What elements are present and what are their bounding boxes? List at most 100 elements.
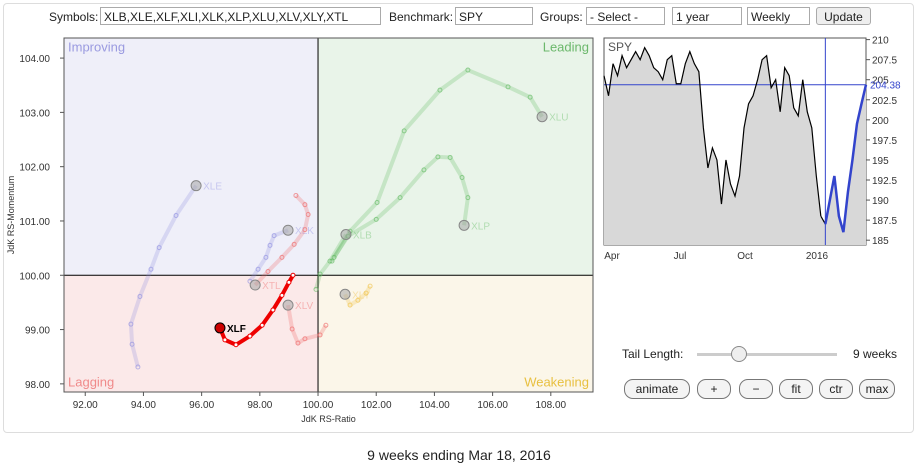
tail-point bbox=[173, 213, 179, 219]
tail-point bbox=[263, 254, 269, 260]
x-tick-label: 106.00 bbox=[477, 400, 508, 411]
x-tick-label: Oct bbox=[737, 251, 753, 262]
label: Symbols: bbox=[49, 10, 99, 24]
tail-point bbox=[279, 292, 285, 298]
update-button[interactable]: Update bbox=[816, 7, 871, 25]
tail-point bbox=[293, 192, 299, 198]
tail-point bbox=[222, 337, 228, 343]
tail-point bbox=[259, 322, 265, 328]
x-tick-label: 100.00 bbox=[303, 400, 334, 411]
chart-title: SPY bbox=[608, 40, 632, 54]
quadrant-label: Weakening bbox=[524, 374, 589, 389]
symbol-label: XLP bbox=[471, 221, 490, 232]
head bbox=[214, 322, 226, 334]
panel bbox=[3, 3, 914, 433]
control-button[interactable]: + bbox=[697, 379, 731, 399]
tail-point bbox=[317, 332, 323, 338]
tail-point bbox=[323, 322, 329, 328]
control-button[interactable]: max bbox=[859, 379, 895, 399]
label: Benchmark: bbox=[389, 10, 454, 24]
tail-point bbox=[401, 128, 407, 134]
tail-point bbox=[302, 227, 308, 233]
control-button[interactable]: animate bbox=[624, 379, 690, 399]
symbol-label: XLV bbox=[295, 301, 313, 312]
tail-point bbox=[363, 290, 369, 296]
x-tick-label: 92.00 bbox=[73, 400, 98, 411]
quadrant-label: Improving bbox=[68, 39, 125, 54]
symbols-input[interactable]: XLB,XLE,XLF,XLI,XLK,XLP,XLU,XLV,XLY,XTL bbox=[100, 7, 381, 25]
tail-point bbox=[373, 216, 379, 222]
head bbox=[536, 111, 548, 123]
tail-point bbox=[129, 341, 135, 347]
symbol-label: XLY bbox=[352, 290, 370, 301]
x-tick-label: 104.00 bbox=[419, 400, 450, 411]
tail-point bbox=[347, 302, 353, 308]
control-button[interactable]: − bbox=[739, 379, 773, 399]
quadrant-label: Lagging bbox=[68, 374, 114, 389]
tail-point bbox=[270, 307, 276, 313]
quadrant bbox=[64, 275, 319, 392]
tail-point bbox=[313, 286, 319, 292]
slider-knob[interactable] bbox=[731, 346, 747, 362]
tail-point bbox=[290, 272, 296, 278]
head bbox=[249, 279, 261, 291]
symbol-label: XLF bbox=[227, 324, 246, 335]
head bbox=[282, 299, 294, 311]
y-tick-label: 190 bbox=[872, 196, 889, 207]
tail-point bbox=[247, 333, 253, 339]
slider-track bbox=[697, 353, 837, 356]
x-tick-label: 98.00 bbox=[247, 400, 272, 411]
plot-frame bbox=[63, 37, 594, 393]
head bbox=[458, 219, 470, 231]
benchmark-input[interactable]: SPY bbox=[455, 7, 533, 25]
tail-point bbox=[302, 202, 308, 208]
tail-point bbox=[317, 271, 323, 277]
tail bbox=[332, 154, 470, 259]
symbol-label: XLU bbox=[549, 113, 568, 124]
tail-point bbox=[135, 364, 141, 370]
y-tick-label: 104.00 bbox=[19, 54, 50, 65]
quadrant bbox=[64, 38, 319, 276]
quadrant-label: Leading bbox=[543, 39, 589, 54]
tail-point bbox=[267, 242, 273, 248]
tail-point bbox=[465, 67, 471, 73]
tail-value: 9 weeks bbox=[853, 347, 898, 361]
head bbox=[339, 288, 351, 300]
x-tick-label: 94.00 bbox=[131, 400, 156, 411]
x-tick-label: 108.00 bbox=[536, 400, 567, 411]
tail-point bbox=[137, 293, 143, 299]
y-tick-label: 99.00 bbox=[25, 326, 50, 337]
period-select[interactable]: 1 year bbox=[672, 7, 742, 25]
y-tick-label: 100.00 bbox=[19, 271, 50, 282]
tail-point bbox=[465, 195, 471, 201]
x-tick-label: Apr bbox=[604, 251, 620, 262]
tail-point bbox=[367, 283, 373, 289]
tail-point bbox=[286, 279, 292, 285]
tail-point bbox=[355, 297, 361, 303]
tail-point bbox=[459, 175, 465, 181]
x-tick-label: 102.00 bbox=[361, 400, 392, 411]
y-tick-label: 207.5 bbox=[872, 56, 897, 67]
tail-point bbox=[437, 87, 443, 93]
y-tick-label: 205 bbox=[872, 76, 889, 87]
tail-point bbox=[421, 167, 427, 173]
tail-point bbox=[265, 268, 271, 274]
frequency-select[interactable]: Weekly bbox=[747, 7, 810, 25]
y-axis-label: JdK RS-Momentum bbox=[6, 176, 16, 255]
control-button[interactable]: ctr bbox=[819, 379, 853, 399]
tail-point bbox=[128, 321, 134, 327]
tail-point bbox=[302, 336, 308, 342]
tail-point bbox=[527, 94, 533, 100]
groups-select[interactable]: - Select - bbox=[586, 7, 665, 25]
y-tick-label: 197.5 bbox=[872, 136, 897, 147]
x-tick-label: Jul bbox=[674, 251, 687, 262]
tail-point bbox=[279, 254, 285, 260]
spy-line bbox=[824, 84, 868, 233]
tail bbox=[314, 233, 348, 290]
y-tick-label: 210 bbox=[872, 36, 889, 47]
y-tick-label: 103.00 bbox=[19, 108, 50, 119]
symbol-label: XLE bbox=[203, 182, 222, 193]
control-button[interactable]: fit bbox=[779, 379, 813, 399]
tail-point bbox=[435, 154, 441, 160]
